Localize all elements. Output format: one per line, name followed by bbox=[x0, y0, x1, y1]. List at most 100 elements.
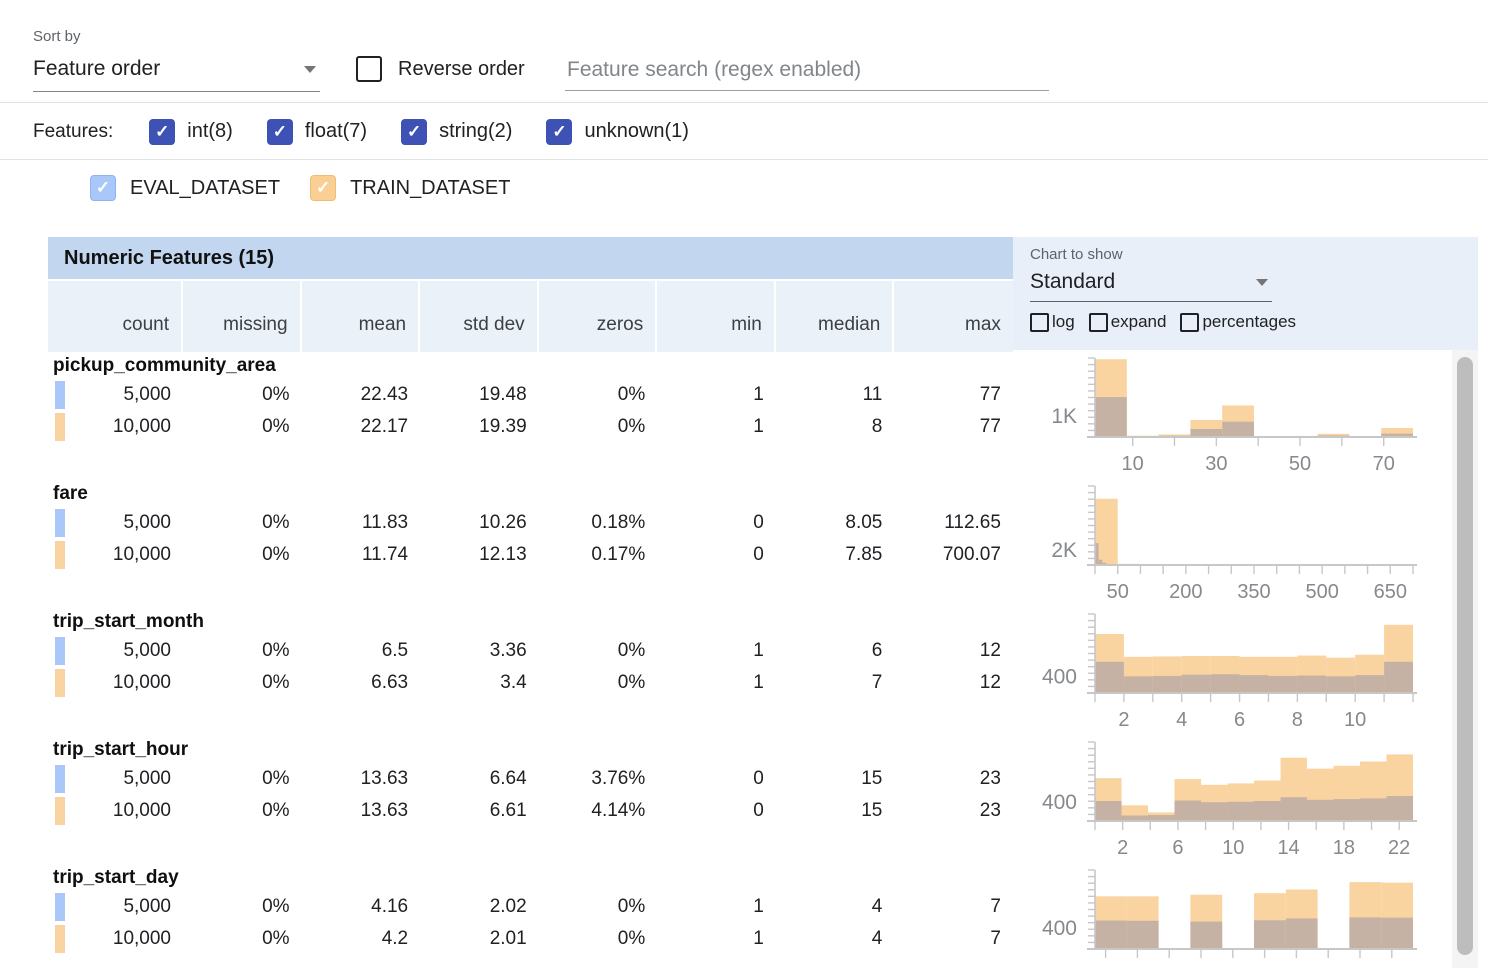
svg-text:18: 18 bbox=[1333, 837, 1355, 859]
percentages-label: percentages bbox=[1202, 312, 1297, 331]
train-dataset-marker bbox=[55, 669, 65, 697]
stat-missing: 0% bbox=[262, 896, 290, 917]
chart-to-show-label: Chart to show bbox=[1030, 246, 1123, 263]
stat-median: 7 bbox=[871, 672, 883, 693]
feature-block: trip_start_hour 5,000 0% 13.63 6.64 3.76% 0 15 2… bbox=[48, 736, 1013, 827]
stat-min: 1 bbox=[753, 384, 764, 405]
float-checkbox[interactable]: ✓ bbox=[266, 118, 293, 145]
stat-missing: 0% bbox=[262, 928, 290, 949]
svg-text:200: 200 bbox=[1169, 581, 1202, 603]
svg-text:70: 70 bbox=[1373, 453, 1395, 475]
svg-text:2: 2 bbox=[1117, 837, 1128, 859]
stat-std-dev: 6.61 bbox=[489, 800, 527, 821]
stat-zeros: 0% bbox=[617, 896, 646, 917]
feature-name: trip_start_hour bbox=[53, 739, 189, 760]
scrollbar-thumb[interactable] bbox=[1457, 357, 1473, 955]
stat-mean: 6.5 bbox=[381, 640, 409, 661]
eval-dataset-checkbox[interactable]: ✓ bbox=[90, 175, 116, 201]
stat-std-dev: 12.13 bbox=[479, 544, 527, 565]
svg-text:8: 8 bbox=[1292, 709, 1303, 731]
percentages-option[interactable]: percentages bbox=[1180, 312, 1296, 332]
train-stats-row: 10,000 0% 6.63 3.4 0% 1 7 12 bbox=[48, 667, 1013, 699]
col-header-missing: missing bbox=[183, 281, 302, 352]
eval-dataset-marker bbox=[55, 765, 65, 793]
stat-count: 10,000 bbox=[112, 416, 171, 437]
eval-dataset-marker bbox=[55, 893, 65, 921]
col-header-count: count bbox=[48, 281, 183, 352]
stat-median: 7.85 bbox=[845, 544, 883, 565]
stat-mean: 11.74 bbox=[361, 544, 409, 565]
stat-std-dev: 10.26 bbox=[479, 512, 527, 533]
percentages-checkbox[interactable] bbox=[1180, 312, 1200, 332]
reverse-order-checkbox[interactable] bbox=[356, 56, 382, 82]
feature-type-int[interactable]: ✓ int(8) bbox=[149, 118, 233, 145]
stat-missing: 0% bbox=[262, 640, 290, 661]
stat-max: 77 bbox=[979, 384, 1001, 405]
col-header-max: max bbox=[894, 281, 1013, 352]
stat-mean: 22.17 bbox=[360, 416, 409, 437]
train-dataset-checkbox[interactable]: ✓ bbox=[310, 175, 337, 201]
chart-type-dropdown[interactable]: Standard bbox=[1030, 266, 1272, 302]
stat-std-dev: 2.01 bbox=[489, 928, 527, 949]
eval-dataset-marker bbox=[55, 509, 65, 537]
stat-max: 7 bbox=[990, 928, 1001, 949]
legend-item-train[interactable]: ✓ TRAIN_DATASET bbox=[310, 175, 510, 201]
feature-type-string[interactable]: ✓ string(2) bbox=[401, 118, 513, 145]
feature-rows: pickup_community_area 5,000 0% 22.43 19.48 0%… bbox=[48, 352, 1013, 955]
expand-checkbox[interactable] bbox=[1088, 312, 1108, 332]
sort-by-label: Sort by bbox=[33, 28, 81, 45]
svg-text:350: 350 bbox=[1237, 581, 1270, 603]
feature-search-input[interactable] bbox=[565, 52, 1049, 91]
string-checkbox[interactable]: ✓ bbox=[401, 118, 428, 145]
stat-min: 0 bbox=[753, 544, 764, 565]
stat-missing: 0% bbox=[262, 672, 290, 693]
stat-std-dev: 3.4 bbox=[500, 672, 527, 693]
train-dataset-marker bbox=[55, 797, 65, 825]
stat-missing: 0% bbox=[262, 544, 290, 565]
stat-min: 0 bbox=[753, 512, 764, 533]
reverse-order-label: Reverse order bbox=[398, 57, 525, 80]
svg-text:22: 22 bbox=[1388, 837, 1410, 859]
feature-name: trip_start_day bbox=[53, 867, 179, 888]
train-dataset-label: TRAIN_DATASET bbox=[350, 176, 511, 199]
svg-text:10: 10 bbox=[1344, 709, 1366, 731]
y-axis-label: 400 bbox=[1042, 791, 1077, 814]
log-checkbox[interactable] bbox=[1030, 312, 1049, 332]
stat-min: 0 bbox=[753, 768, 764, 789]
legend-item-eval[interactable]: ✓ EVAL_DATASET bbox=[90, 175, 280, 201]
eval-stats-row: 5,000 0% 6.5 3.36 0% 1 6 12 bbox=[48, 635, 1013, 667]
expand-option[interactable]: expand bbox=[1088, 312, 1167, 332]
stat-std-dev: 19.39 bbox=[479, 416, 527, 437]
stat-zeros: 0% bbox=[617, 640, 646, 661]
svg-text:6: 6 bbox=[1234, 709, 1245, 731]
feature-type-unknown[interactable]: ✓ unknown(1) bbox=[546, 118, 689, 145]
col-header-zeros: zeros bbox=[538, 281, 658, 352]
stat-std-dev: 2.02 bbox=[489, 896, 527, 917]
string-label: string(2) bbox=[439, 120, 513, 142]
feature-block: fare 5,000 0% 11.83 10.26 0.18% 0 8.05 112.65 10,… bbox=[48, 480, 1013, 571]
svg-text:10: 10 bbox=[1122, 453, 1144, 475]
log-option[interactable]: log bbox=[1030, 312, 1075, 332]
unknown-checkbox[interactable]: ✓ bbox=[546, 118, 573, 145]
histograms-column: 10 30 50 70 1K 50 200 350 500 650 2K 2 4 6 8 10 400 2 6 10 1… bbox=[1013, 350, 1453, 968]
feature-name: pickup_community_area bbox=[53, 355, 276, 376]
eval-stats-row: 5,000 0% 4.16 2.02 0% 1 4 7 bbox=[48, 891, 1013, 923]
train-dataset-marker bbox=[55, 925, 65, 953]
scrollbar-track[interactable] bbox=[1452, 350, 1478, 968]
train-stats-row: 10,000 0% 22.17 19.39 0% 1 8 77 bbox=[48, 411, 1013, 443]
sort-by-dropdown[interactable]: Feature order bbox=[33, 47, 320, 92]
feature-type-float[interactable]: ✓ float(7) bbox=[266, 118, 367, 145]
histogram-trip_start_month: 2 4 6 8 10 400 bbox=[1013, 606, 1453, 734]
stat-mean: 13.63 bbox=[360, 800, 409, 821]
int-checkbox[interactable]: ✓ bbox=[149, 118, 176, 145]
svg-text:30: 30 bbox=[1205, 453, 1227, 475]
stat-zeros: 0% bbox=[617, 384, 646, 405]
feature-search-group bbox=[565, 52, 1049, 91]
train-dataset-marker bbox=[55, 413, 65, 441]
eval-dataset-marker bbox=[55, 637, 65, 665]
eval-dataset-label: EVAL_DATASET bbox=[130, 176, 281, 199]
y-axis-label: 2K bbox=[1051, 539, 1077, 562]
toolbar: Sort by Feature order Reverse order bbox=[0, 0, 1488, 103]
expand-label: expand bbox=[1110, 312, 1167, 331]
